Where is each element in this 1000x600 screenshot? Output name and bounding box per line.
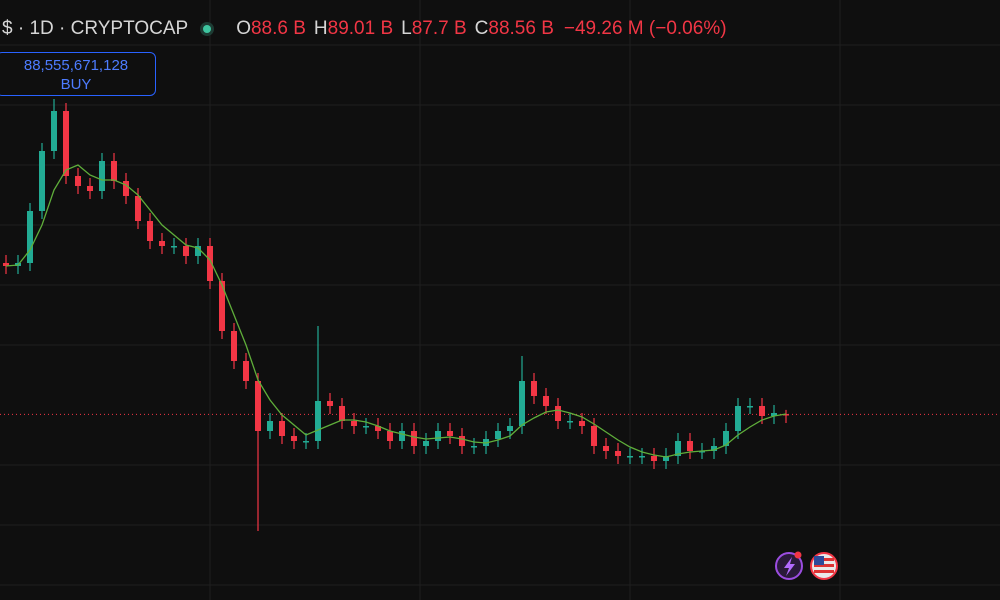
ohlc-value: 87.7 B bbox=[411, 18, 467, 39]
candle-body bbox=[123, 181, 129, 196]
candle-body bbox=[63, 111, 69, 176]
candle-body bbox=[99, 161, 105, 191]
candle-body bbox=[183, 246, 189, 256]
candle-body bbox=[675, 441, 681, 456]
candle-body bbox=[531, 381, 537, 396]
candle-body bbox=[243, 361, 249, 381]
candle-body bbox=[291, 436, 297, 441]
candle-body bbox=[147, 221, 153, 241]
candle-body bbox=[51, 111, 57, 151]
candle-body bbox=[279, 421, 285, 436]
candle-body bbox=[579, 421, 585, 426]
candle-body bbox=[771, 413, 777, 416]
candle-body bbox=[687, 441, 693, 451]
candle-body bbox=[423, 441, 429, 446]
candle-body bbox=[375, 426, 381, 431]
candle-body bbox=[507, 426, 513, 431]
candle-body bbox=[627, 456, 633, 458]
candle-body bbox=[327, 401, 333, 406]
change: −49.26 M (−0.06%) bbox=[563, 18, 727, 39]
candle-body bbox=[555, 406, 561, 421]
plot-area bbox=[0, 99, 1000, 531]
candle-body bbox=[447, 431, 453, 436]
candle-body bbox=[339, 406, 345, 421]
candle-body bbox=[603, 446, 609, 451]
candle-body bbox=[195, 246, 201, 256]
candle-body bbox=[591, 426, 597, 446]
candle-body bbox=[747, 406, 753, 408]
buy-button[interactable]: 88,555,671,128 BUY bbox=[0, 52, 156, 96]
buy-price: 88,555,671,128 bbox=[23, 57, 129, 74]
candle-body bbox=[411, 431, 417, 446]
ohlc-key: H bbox=[313, 18, 328, 39]
candle-body bbox=[171, 246, 177, 248]
candle-body bbox=[231, 331, 237, 361]
candle-body bbox=[27, 211, 33, 263]
candle-body bbox=[303, 441, 309, 443]
candle-body bbox=[219, 281, 225, 331]
bottom-icons bbox=[775, 551, 838, 580]
ohlc-key: L bbox=[401, 18, 412, 39]
candle-body bbox=[267, 421, 273, 431]
ohlc-value: 89.01 B bbox=[327, 18, 394, 39]
ohlc-value: 88.56 B bbox=[488, 18, 554, 39]
candle-body bbox=[207, 246, 213, 281]
candle-body bbox=[159, 241, 165, 246]
candle-body bbox=[87, 186, 93, 191]
candle-body bbox=[759, 406, 765, 416]
candle-body bbox=[783, 414, 789, 416]
candle-body bbox=[495, 431, 501, 439]
candle-body bbox=[615, 451, 621, 456]
candle-body bbox=[135, 196, 141, 221]
legend-header: $ · 1D · CRYPTOCAP O 88.6 B H 89.01 B L 87.… bbox=[2, 18, 727, 40]
candle-body bbox=[699, 451, 705, 453]
candle-body bbox=[711, 446, 717, 451]
candle-body bbox=[663, 456, 669, 461]
market-status[interactable] bbox=[200, 22, 215, 36]
ohlc-key: O bbox=[236, 18, 251, 39]
candle-body bbox=[255, 381, 261, 431]
candle-body bbox=[543, 396, 549, 406]
candle-body bbox=[351, 421, 357, 426]
buy-label: BUY bbox=[60, 76, 92, 93]
moving-average bbox=[5, 164, 787, 458]
candle-body bbox=[399, 431, 405, 441]
candle-body bbox=[471, 446, 477, 448]
candle-body bbox=[639, 456, 645, 458]
candle-body bbox=[651, 456, 657, 461]
candle-body bbox=[735, 406, 741, 431]
candle-body bbox=[3, 263, 9, 266]
ohlc-key: C bbox=[474, 18, 489, 39]
symbol: $ · 1D · CRYPTOCAP bbox=[2, 18, 189, 39]
candle-body bbox=[567, 421, 573, 423]
candle-body bbox=[363, 426, 369, 428]
candle-body bbox=[39, 151, 45, 211]
candle-body bbox=[387, 431, 393, 441]
candle-body bbox=[435, 431, 441, 441]
candle-body bbox=[75, 176, 81, 186]
ohlc-value: 88.6 B bbox=[250, 18, 306, 39]
candle-body bbox=[723, 431, 729, 446]
candle-body bbox=[315, 401, 321, 441]
candle-body bbox=[519, 381, 525, 426]
candle-body bbox=[111, 161, 117, 181]
candle-body bbox=[459, 436, 465, 446]
